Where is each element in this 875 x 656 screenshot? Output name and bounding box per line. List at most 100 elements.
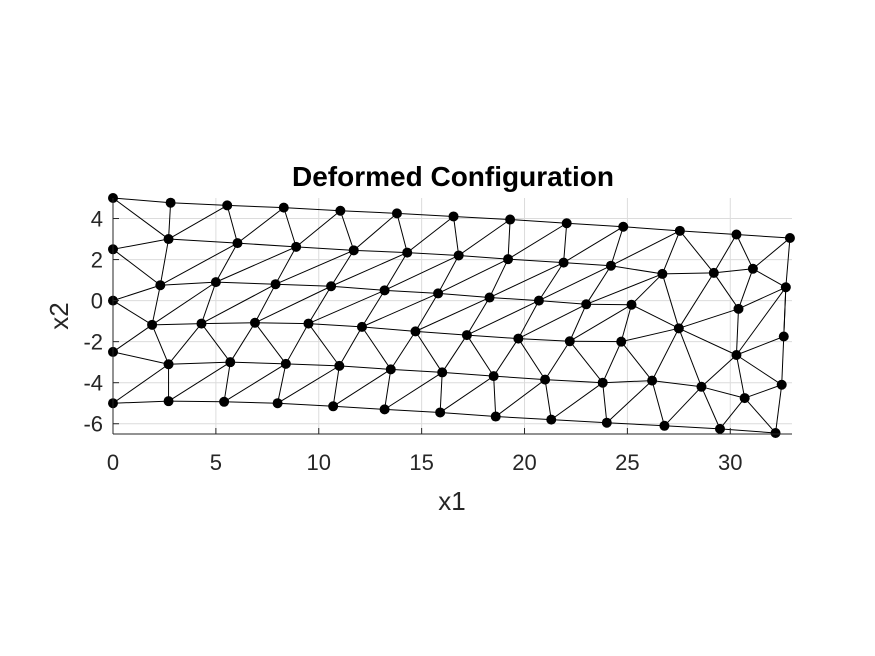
x-tick-label: 20 [512,450,536,475]
mesh-node [155,280,166,291]
mesh-node [291,241,302,252]
mesh-edge [569,304,587,342]
mesh-edge [353,213,398,251]
mesh-edge [775,384,783,434]
mesh-edge [168,238,238,244]
mesh-node [232,238,243,249]
mesh-node [770,427,781,438]
mesh-edge [744,397,776,434]
mesh-node [335,205,346,216]
mesh-edge [168,202,172,240]
mesh-edge [112,248,161,286]
mesh-node [385,364,396,375]
mesh-edge [330,252,408,287]
mesh-edge [781,336,785,385]
mesh-edge [285,363,340,367]
mesh-edge [415,293,439,332]
mesh-node [708,267,719,278]
mesh-node [210,277,221,288]
mesh-edge [275,249,354,285]
mesh-edge [384,252,408,291]
mesh-edge [783,287,787,337]
mesh-edge [466,334,495,377]
mesh-edge [563,226,624,264]
mesh-node [490,411,501,422]
mesh-edge [333,405,385,410]
mesh-edge [453,216,460,256]
mesh-edge [215,281,276,285]
mesh-node [513,333,524,344]
mesh-edge [151,285,161,325]
mesh-edge [651,380,665,426]
mesh-edge [201,281,217,324]
mesh-edge [489,262,564,298]
mesh-edge [713,234,737,274]
mesh-edge [736,336,784,356]
mesh-edge [510,219,567,224]
mesh-edge [441,334,468,373]
mesh-node [714,423,725,434]
mesh-node [605,260,616,271]
mesh-edge [662,272,714,275]
mesh-edges [112,197,791,434]
mesh-node [448,211,459,222]
mesh-edge [678,328,702,387]
chart-title: Deformed Configuration [292,161,614,192]
x-tick-label: 5 [210,450,222,475]
x-axis-label: x1 [438,486,465,516]
mesh-edge [664,386,702,427]
mesh-edge [458,254,509,260]
mesh-edge [678,308,739,329]
mesh-edge [785,237,791,288]
mesh-edge [353,249,408,254]
mesh-edge [151,281,217,326]
mesh-edge [679,230,715,274]
mesh-edge [152,323,202,326]
mesh-edge [493,338,519,377]
mesh-edge [679,230,737,236]
mesh-edge [563,223,568,263]
x-tick-label: 0 [107,450,119,475]
mesh-edge [439,372,443,413]
mesh-edge [283,207,341,212]
mesh-edge [112,284,161,302]
mesh-edge [339,210,355,251]
mesh-node [540,374,551,385]
mesh-edge [466,334,519,340]
mesh-edge [713,268,753,274]
mesh-node [326,281,337,292]
mesh-node [356,321,367,332]
mesh-node [484,292,495,303]
mesh-edge [621,327,679,343]
mesh-node [163,234,174,245]
mesh-edge [738,286,787,310]
mesh-edge [719,397,746,430]
mesh-edge [466,300,540,336]
mesh-edge [442,371,494,377]
mesh-edge [275,283,332,287]
mesh-edge [361,326,416,332]
mesh-edge [415,331,443,373]
mesh-node [739,393,750,404]
mesh-edge [168,323,202,365]
mesh-edge [331,285,385,291]
mesh-edge [610,230,681,267]
mesh-edge [296,246,354,251]
mesh-edge [438,292,490,299]
mesh-edge [439,375,494,413]
mesh-edge [735,308,740,356]
mesh-edge [610,265,663,275]
mesh-edge [493,376,497,417]
mesh-edge [437,255,460,294]
mesh-edge [569,304,632,342]
mesh-edge [361,326,392,370]
mesh-edge [277,363,287,404]
mesh-node [659,420,670,431]
mesh-node [601,417,612,428]
mesh-edge [396,213,408,253]
y-tick-label: -4 [83,371,103,396]
mesh-edge [168,361,231,365]
mesh-node [433,288,444,299]
mesh-edge [735,234,754,270]
mesh-edge [453,215,511,221]
